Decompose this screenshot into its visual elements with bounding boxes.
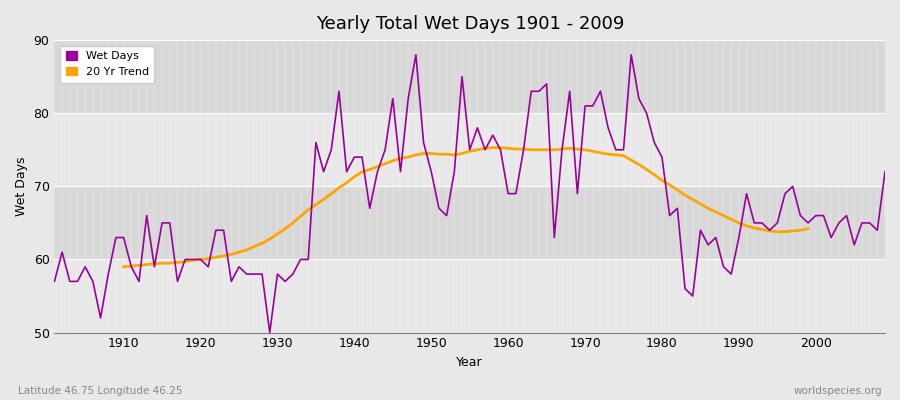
Wet Days	[265, 330, 275, 335]
20 Yr Trend	[118, 264, 129, 269]
X-axis label: Year: Year	[456, 356, 483, 369]
20 Yr Trend	[803, 226, 814, 231]
20 Yr Trend	[488, 145, 499, 150]
Y-axis label: Wet Days: Wet Days	[15, 156, 28, 216]
20 Yr Trend	[603, 152, 614, 156]
Wet Days	[510, 191, 521, 196]
Line: Wet Days: Wet Days	[54, 55, 885, 332]
20 Yr Trend	[211, 255, 221, 260]
Wet Days	[610, 147, 621, 152]
Line: 20 Yr Trend: 20 Yr Trend	[123, 148, 808, 267]
20 Yr Trend	[710, 210, 721, 214]
Bar	[54, 186, 885, 260]
Wet Days	[287, 272, 298, 276]
Legend: Wet Days, 20 Yr Trend: Wet Days, 20 Yr Trend	[60, 46, 154, 82]
Wet Days	[879, 169, 890, 174]
Text: Latitude 46.75 Longitude 46.25: Latitude 46.75 Longitude 46.25	[18, 386, 183, 396]
Wet Days	[334, 89, 345, 94]
20 Yr Trend	[326, 191, 337, 196]
Text: worldspecies.org: worldspecies.org	[794, 386, 882, 396]
Wet Days	[410, 52, 421, 57]
Wet Days	[518, 147, 529, 152]
Wet Days	[111, 235, 122, 240]
Bar	[54, 40, 885, 113]
20 Yr Trend	[695, 202, 706, 206]
Wet Days	[49, 279, 59, 284]
Bar	[54, 113, 885, 186]
Title: Yearly Total Wet Days 1901 - 2009: Yearly Total Wet Days 1901 - 2009	[316, 15, 624, 33]
20 Yr Trend	[779, 229, 790, 234]
Bar	[54, 260, 885, 332]
